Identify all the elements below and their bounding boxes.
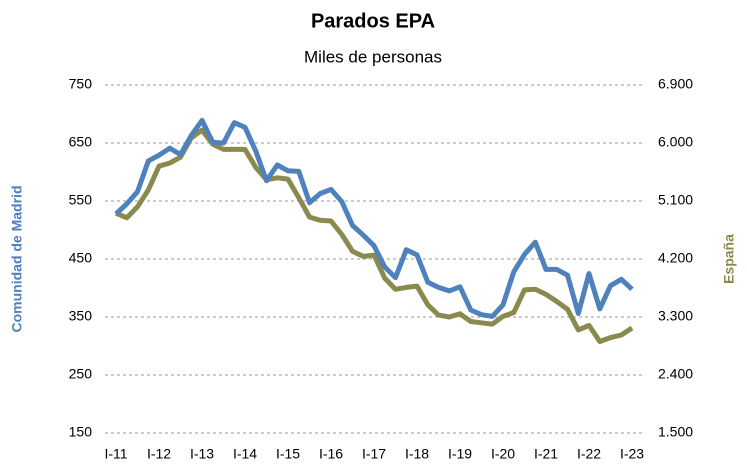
y2-tick-label: 2.400 <box>658 366 693 382</box>
x-tick-label: I-20 <box>491 446 515 462</box>
x-tick-label: I-16 <box>319 446 343 462</box>
y2-axis-label: España <box>721 234 737 284</box>
x-tick-label: I-21 <box>534 446 558 462</box>
x-tick-label: I-13 <box>190 446 214 462</box>
chart-title: Parados EPA <box>311 10 435 32</box>
x-tick-label: I-23 <box>620 446 644 462</box>
y-axis-label: Comunidad de Madrid <box>9 186 25 333</box>
y2-tick-label: 4.200 <box>658 250 693 266</box>
series-line <box>115 127 634 344</box>
y-tick-label: 650 <box>69 134 93 150</box>
x-tick-label: I-18 <box>405 446 429 462</box>
y-tick-label: 750 <box>69 76 93 92</box>
chart-subtitle: Miles de personas <box>304 47 442 66</box>
y2-tick-label: 1.500 <box>658 424 693 440</box>
y-tick-label: 250 <box>69 366 93 382</box>
y2-tick-label: 6.900 <box>658 76 693 92</box>
x-tick-label: I-12 <box>147 446 171 462</box>
y2-tick-label: 5.100 <box>658 192 693 208</box>
y-tick-label: 550 <box>69 192 93 208</box>
series-line <box>114 117 634 319</box>
y-tick-label: 450 <box>69 250 93 266</box>
x-tick-label: I-11 <box>104 446 127 462</box>
y-tick-label: 150 <box>69 424 93 440</box>
x-tick-label: I-15 <box>276 446 300 462</box>
y-tick-label: 350 <box>69 308 93 324</box>
y2-tick-label: 3.300 <box>658 308 693 324</box>
x-tick-label: I-19 <box>448 446 472 462</box>
x-tick-label: I-17 <box>362 446 386 462</box>
y2-tick-label: 6.000 <box>658 134 693 150</box>
x-tick-label: I-14 <box>233 446 257 462</box>
x-tick-label: I-22 <box>577 446 601 462</box>
